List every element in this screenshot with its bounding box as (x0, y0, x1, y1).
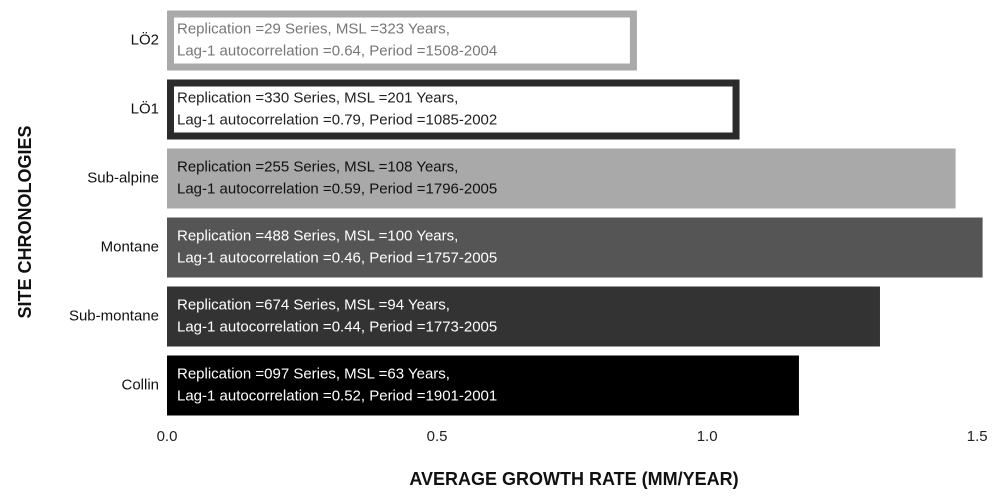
bar-annotation: Lag-1 autocorrelation =0.44, Period =177… (177, 318, 497, 335)
bar-annotation: Lag-1 autocorrelation =0.64, Period =150… (177, 42, 497, 59)
bar (167, 355, 799, 416)
y-axis-title: SITE CHRONOLOGIES (15, 125, 35, 318)
y-tick-label: Sub-montane (69, 307, 159, 324)
y-tick-label: LÖ1 (131, 99, 159, 117)
bar-annotation: Replication =330 Series, MSL =201 Years, (177, 89, 458, 106)
bar-annotation: Replication =674 Series, MSL =94 Years, (177, 296, 450, 313)
bar-annotation: Replication =488 Series, MSL =100 Years, (177, 227, 458, 244)
x-tick-label: 0.0 (157, 428, 178, 445)
bar (167, 217, 983, 278)
bar (167, 10, 637, 71)
bar (167, 148, 956, 209)
y-tick-label: LÖ2 (131, 30, 159, 48)
y-tick-label: Sub-alpine (87, 169, 159, 186)
x-tick-label: 1.5 (967, 428, 988, 445)
bar (167, 286, 880, 347)
bar-annotation: Lag-1 autocorrelation =0.79, Period =108… (177, 111, 497, 128)
bar (167, 79, 740, 140)
x-tick-label: 1.0 (697, 428, 718, 445)
bar-annotation: Replication =097 Series, MSL =63 Years, (177, 365, 450, 382)
bar-annotation: Replication =29 Series, MSL =323 Years, (177, 20, 450, 37)
bar-annotation: Lag-1 autocorrelation =0.52, Period =190… (177, 387, 497, 404)
bar-annotation: Lag-1 autocorrelation =0.59, Period =179… (177, 180, 497, 197)
x-tick-label: 0.5 (427, 428, 448, 445)
x-axis-title: AVERAGE GROWTH RATE (MM/YEAR) (409, 469, 738, 489)
bar-annotation: Replication =255 Series, MSL =108 Years, (177, 158, 458, 175)
y-tick-label: Montane (101, 238, 159, 255)
y-tick-label: Collin (121, 376, 159, 393)
bar-annotation: Lag-1 autocorrelation =0.46, Period =175… (177, 249, 497, 266)
